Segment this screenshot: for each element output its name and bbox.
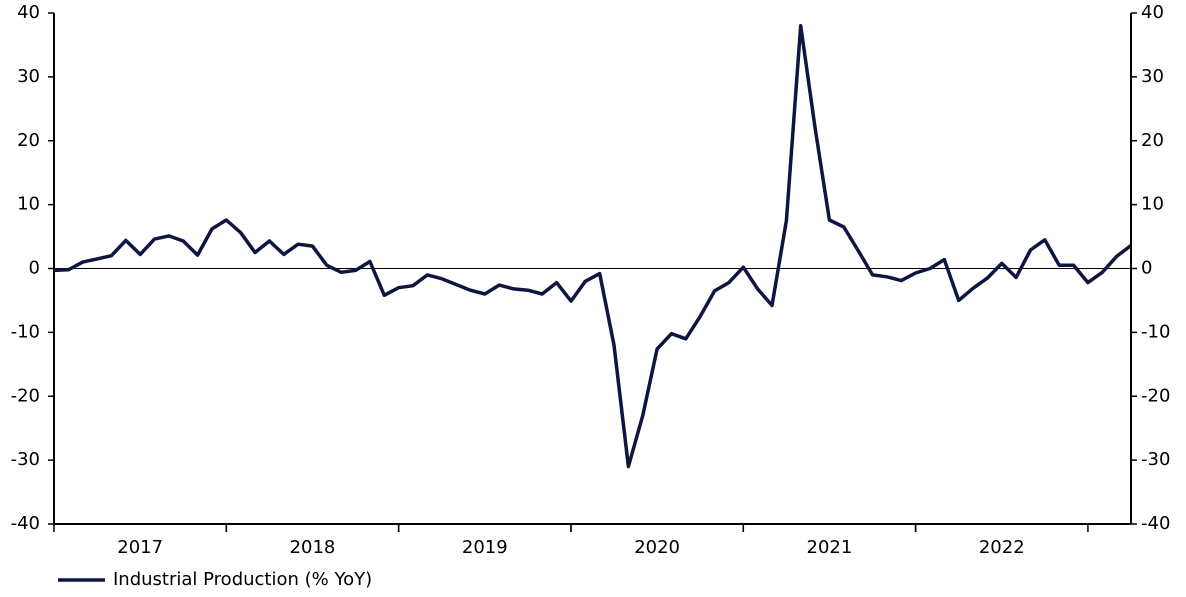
y-tick-label: -30 bbox=[11, 449, 40, 470]
y-tick-label: 20 bbox=[17, 130, 40, 151]
y2-tick-label: 30 bbox=[1141, 66, 1164, 87]
y2-tick-label: 40 bbox=[1141, 2, 1164, 23]
x-tick-label: 2017 bbox=[117, 537, 163, 558]
x-tick-label: 2019 bbox=[462, 537, 508, 558]
y2-tick-label: 10 bbox=[1141, 194, 1164, 215]
y-tick-label: 10 bbox=[17, 194, 40, 215]
y2-tick-label: -10 bbox=[1141, 321, 1170, 342]
y2-tick-label: -30 bbox=[1141, 449, 1170, 470]
y2-tick-label: -40 bbox=[1141, 513, 1170, 534]
x-tick-label: 2022 bbox=[979, 537, 1025, 558]
y-tick-label: 30 bbox=[17, 66, 40, 87]
y2-tick-label: 0 bbox=[1141, 258, 1152, 279]
x-tick-label: 2018 bbox=[290, 537, 336, 558]
y2-tick-label: 20 bbox=[1141, 130, 1164, 151]
y-tick-label: -40 bbox=[11, 513, 40, 534]
y-tick-label: 0 bbox=[29, 258, 40, 279]
y2-tick-label: -20 bbox=[1141, 385, 1170, 406]
y-tick-label: -10 bbox=[11, 321, 40, 342]
x-tick-label: 2021 bbox=[807, 537, 853, 558]
series-line bbox=[53, 24, 1133, 469]
y-tick-label: 40 bbox=[17, 2, 40, 23]
x-tick-label: 2020 bbox=[634, 537, 680, 558]
legend-label: Industrial Production (% YoY) bbox=[113, 569, 372, 590]
y-tick-label: -20 bbox=[11, 385, 40, 406]
